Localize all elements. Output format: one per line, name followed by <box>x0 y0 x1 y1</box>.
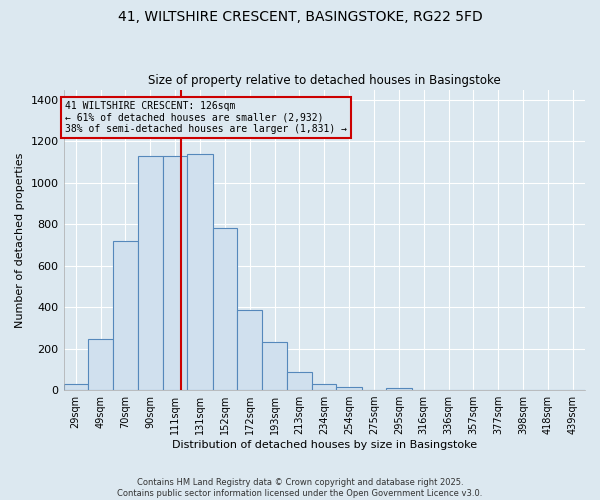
Y-axis label: Number of detached properties: Number of detached properties <box>15 152 25 328</box>
Bar <box>113 241 137 390</box>
Bar <box>137 156 163 390</box>
Bar <box>163 156 187 390</box>
Bar <box>88 338 113 390</box>
Text: Contains HM Land Registry data © Crown copyright and database right 2025.
Contai: Contains HM Land Registry data © Crown c… <box>118 478 482 498</box>
X-axis label: Distribution of detached houses by size in Basingstoke: Distribution of detached houses by size … <box>172 440 477 450</box>
Bar <box>187 154 213 390</box>
Bar <box>64 384 88 390</box>
Bar <box>287 372 312 390</box>
Text: 41 WILTSHIRE CRESCENT: 126sqm
← 61% of detached houses are smaller (2,932)
38% o: 41 WILTSHIRE CRESCENT: 126sqm ← 61% of d… <box>65 101 347 134</box>
Bar <box>213 228 237 390</box>
Bar <box>237 310 262 390</box>
Bar <box>386 388 412 390</box>
Bar <box>312 384 337 390</box>
Title: Size of property relative to detached houses in Basingstoke: Size of property relative to detached ho… <box>148 74 500 87</box>
Text: 41, WILTSHIRE CRESCENT, BASINGSTOKE, RG22 5FD: 41, WILTSHIRE CRESCENT, BASINGSTOKE, RG2… <box>118 10 482 24</box>
Bar <box>262 342 287 390</box>
Bar <box>337 387 362 390</box>
